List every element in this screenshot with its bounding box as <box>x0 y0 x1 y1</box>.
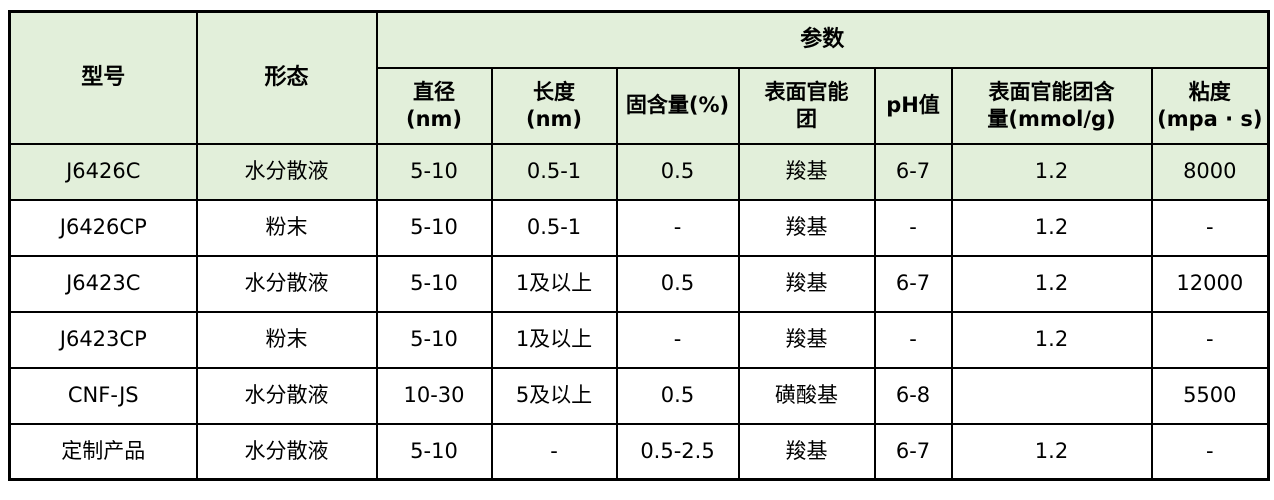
solid-content-cell: 0.5 <box>615 366 740 425</box>
table-row: J6423C 水分散液 5-10 1及以上 0.5 羧基 6-7 1.2 12000 <box>8 254 1270 313</box>
length-cell: 5及以上 <box>490 366 618 425</box>
model-cell: J6423C <box>8 254 198 313</box>
solid-content-cell: - <box>615 198 740 257</box>
solid-content-cell: 0.5 <box>615 142 740 201</box>
viscosity-cell: - <box>1150 422 1270 481</box>
col-header-params-group: 参数 <box>375 10 1270 69</box>
model-cell: 定制产品 <box>8 422 198 481</box>
form-cell: 水分散液 <box>195 366 378 425</box>
viscosity-cell: 8000 <box>1150 142 1270 201</box>
ph-cell: 6-8 <box>873 366 953 425</box>
diameter-cell: 10-30 <box>375 366 493 425</box>
diameter-cell: 5-10 <box>375 198 493 257</box>
col-header-solid-content: 固含量(%) <box>615 66 740 145</box>
form-cell: 粉末 <box>195 198 378 257</box>
surface-group-cell: 羧基 <box>737 198 876 257</box>
table-body: J6426C 水分散液 5-10 0.5-1 0.5 羧基 6-7 1.2 8000 J6426C… <box>8 142 1270 481</box>
col-header-surface-group-content: 表面官能团含 量(mmol/g) <box>950 66 1153 145</box>
length-cell: - <box>490 422 618 481</box>
surface-group-cell: 羧基 <box>737 254 876 313</box>
header-row-top: 型号 形态 参数 <box>8 10 1270 145</box>
length-cell: 0.5-1 <box>490 142 618 201</box>
viscosity-cell: - <box>1150 198 1270 257</box>
table-row: CNF-JS 水分散液 10-30 5及以上 0.5 磺酸基 6-8 5500 <box>8 366 1270 425</box>
viscosity-cell: 5500 <box>1150 366 1270 425</box>
col-header-ph: pH值 <box>873 66 953 145</box>
ph-cell: - <box>873 310 953 369</box>
ph-cell: - <box>873 198 953 257</box>
form-cell: 水分散液 <box>195 254 378 313</box>
solid-content-cell: - <box>615 310 740 369</box>
model-cell: CNF-JS <box>8 366 198 425</box>
surface-group-content-cell: 1.2 <box>950 198 1153 257</box>
col-header-model: 型号 <box>8 10 198 145</box>
length-cell: 1及以上 <box>490 254 618 313</box>
col-header-surface-group: 表面官能 团 <box>737 66 876 145</box>
model-cell: J6426CP <box>8 198 198 257</box>
surface-group-content-cell: 1.2 <box>950 254 1153 313</box>
diameter-cell: 5-10 <box>375 310 493 369</box>
col-header-form: 形态 <box>195 10 378 145</box>
col-header-diameter: 直径 (nm) <box>375 66 493 145</box>
solid-content-cell: 0.5 <box>615 254 740 313</box>
surface-group-cell: 磺酸基 <box>737 366 876 425</box>
table-row: J6426CP 粉末 5-10 0.5-1- 羧基 -1.2- <box>8 198 1270 257</box>
length-cell: 1及以上 <box>490 310 618 369</box>
surface-group-content-cell: 1.2 <box>950 142 1153 201</box>
solid-content-cell: 0.5-2.5 <box>615 422 740 481</box>
ph-cell: 6-7 <box>873 142 953 201</box>
surface-group-content-cell <box>950 366 1153 425</box>
surface-group-cell: 羧基 <box>737 142 876 201</box>
viscosity-cell: 12000 <box>1150 254 1270 313</box>
surface-group-content-cell: 1.2 <box>950 422 1153 481</box>
diameter-cell: 5-10 <box>375 254 493 313</box>
model-cell: J6426C <box>8 142 198 201</box>
form-cell: 水分散液 <box>195 422 378 481</box>
model-cell: J6423CP <box>8 310 198 369</box>
form-cell: 水分散液 <box>195 142 378 201</box>
table-row: J6426C 水分散液 5-10 0.5-1 0.5 羧基 6-7 1.2 8000 <box>8 142 1270 201</box>
ph-cell: 6-7 <box>873 254 953 313</box>
product-spec-table: 型号 形态 参数 直径 (nm) 长度 (nm) 固含量(%) 表面官能 团 p… <box>8 10 1271 481</box>
diameter-cell: 5-10 <box>375 422 493 481</box>
diameter-cell: 5-10 <box>375 142 493 201</box>
table-row: J6423CP 粉末 5-10 1及以上 - 羧基 -1.2- <box>8 310 1270 369</box>
length-cell: 0.5-1 <box>490 198 618 257</box>
col-header-viscosity: 粘度 (mpa · s) <box>1150 66 1270 145</box>
form-cell: 粉末 <box>195 310 378 369</box>
ph-cell: 6-7 <box>873 422 953 481</box>
surface-group-cell: 羧基 <box>737 310 876 369</box>
viscosity-cell: - <box>1150 310 1270 369</box>
col-header-length: 长度 (nm) <box>490 66 618 145</box>
surface-group-content-cell: 1.2 <box>950 310 1153 369</box>
surface-group-cell: 羧基 <box>737 422 876 481</box>
table-row: 定制产品 水分散液 5-10-0.5-2.5 羧基 6-7 1.2- <box>8 422 1270 481</box>
header-row-sub: 直径 (nm) 长度 (nm) 固含量(%) 表面官能 团 pH值 表面官能团含… <box>10 66 1270 145</box>
